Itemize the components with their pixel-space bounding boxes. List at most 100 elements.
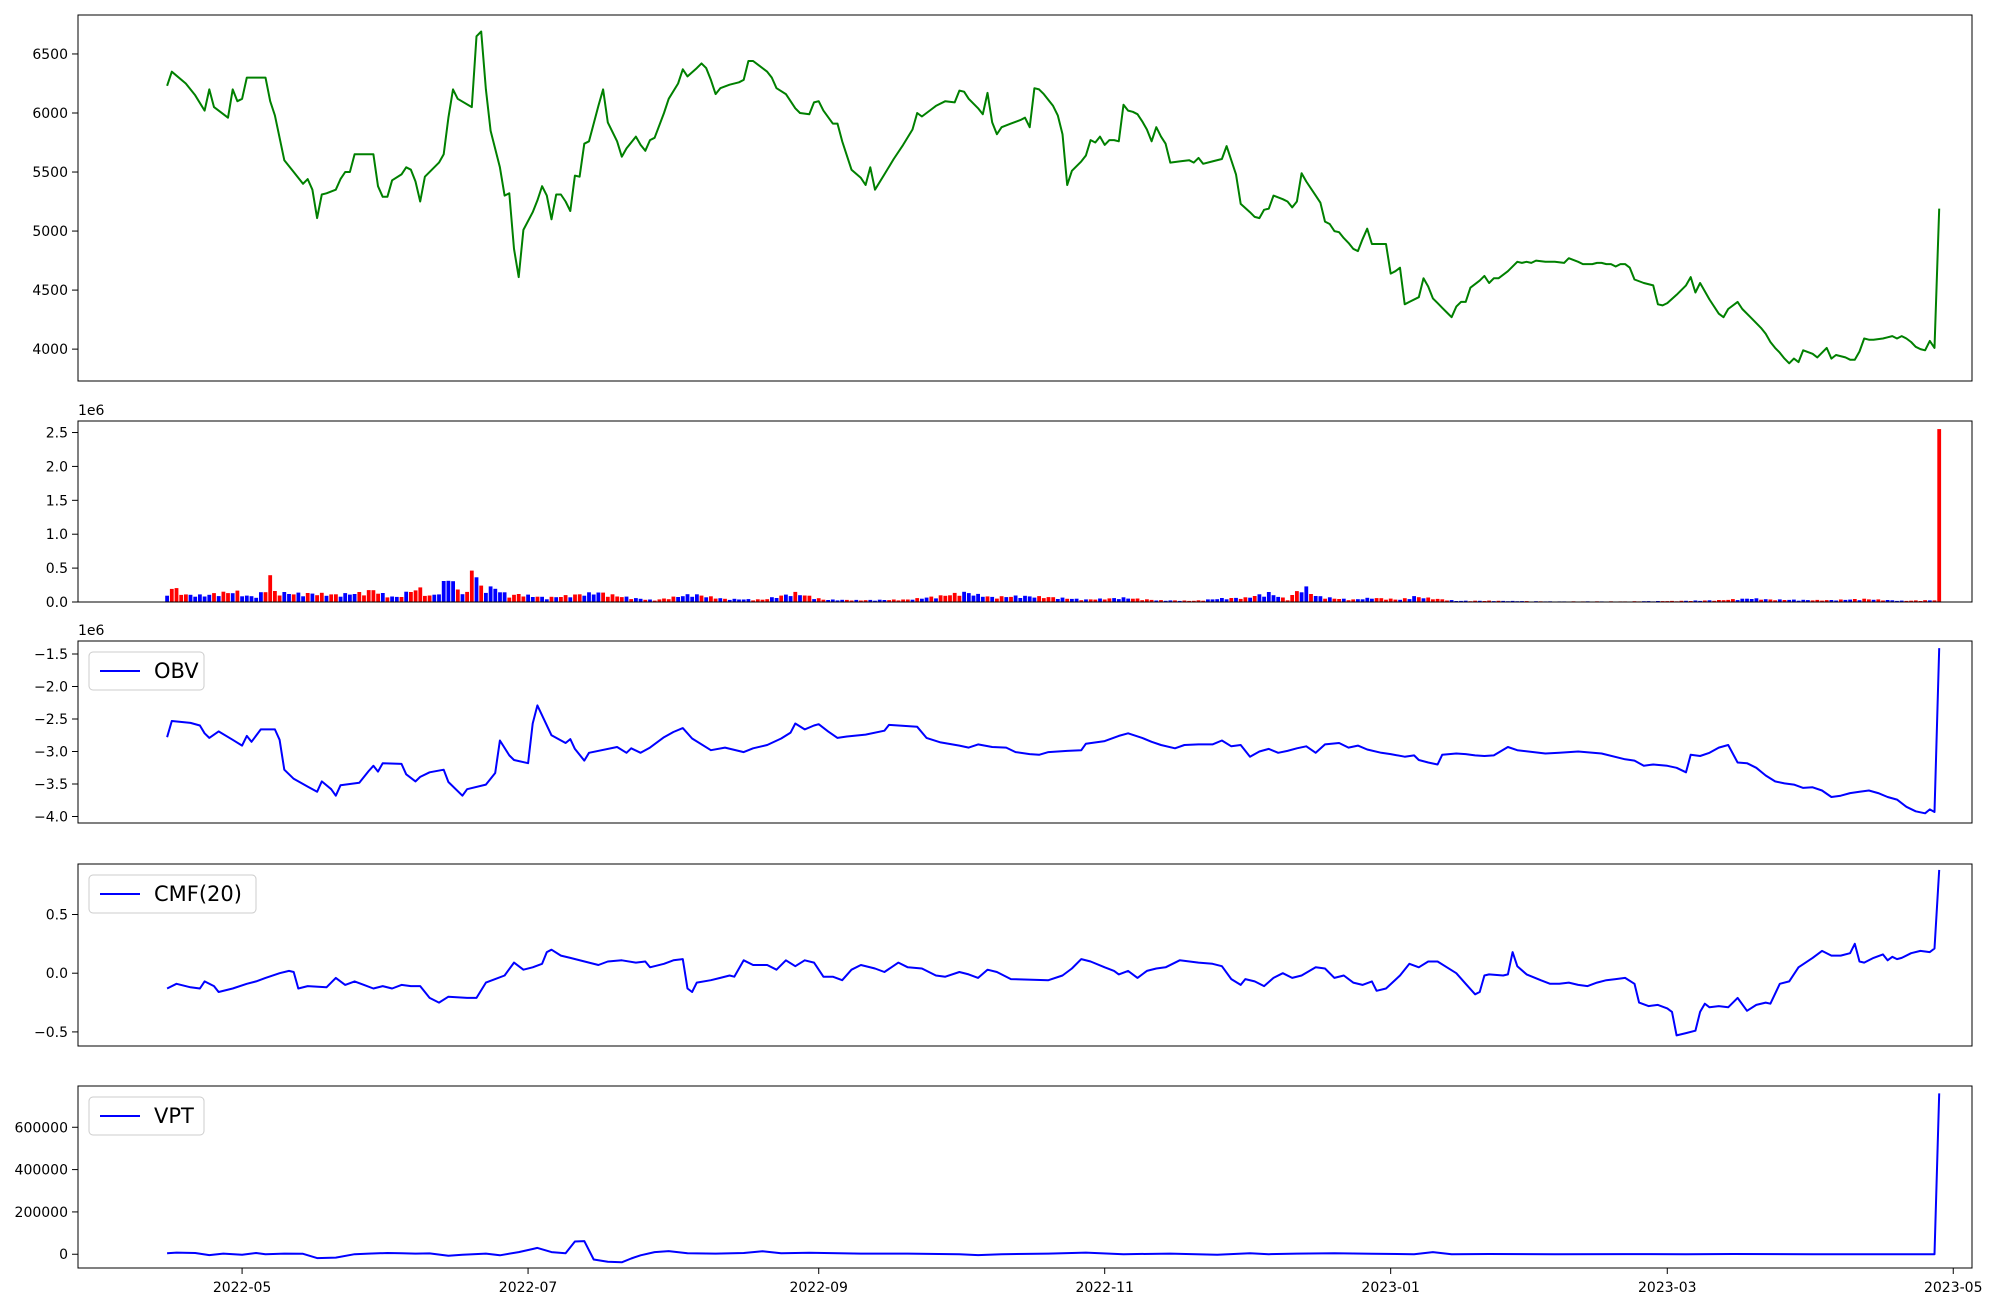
volume-bar — [929, 597, 933, 602]
x-tick-label: 2023-01 — [1361, 1280, 1420, 1296]
volume-bar — [1403, 598, 1407, 602]
volume-bar — [1295, 591, 1299, 602]
x-tick-label: 2023-03 — [1638, 1280, 1697, 1296]
volume-bar — [1018, 598, 1022, 602]
volume-bar — [1262, 597, 1266, 602]
volume-bar — [817, 598, 821, 602]
volume-bar — [592, 595, 596, 603]
x-tick-label: 2023-05 — [1924, 1280, 1983, 1296]
volume-bar — [925, 598, 929, 602]
obv-ytick-label: −2.5 — [34, 712, 68, 728]
obv-ytick-label: −3.0 — [34, 745, 68, 761]
volume-bar — [512, 595, 516, 602]
volume-bar — [437, 594, 441, 602]
volume-bar — [578, 594, 582, 602]
volume-bar — [475, 577, 479, 602]
obv-offset-label: 1e6 — [78, 623, 105, 639]
obv-ytick-label: −3.5 — [34, 777, 68, 793]
volume-bar — [292, 594, 296, 602]
volume-bar — [325, 596, 329, 602]
volume-bar — [1426, 598, 1430, 603]
volume-bar — [704, 597, 708, 602]
volume-bar — [948, 595, 952, 602]
vpt-ytick-label: 200000 — [15, 1205, 68, 1221]
volume-bar — [282, 592, 286, 602]
volume-bar — [1258, 594, 1262, 602]
volume-bar — [676, 597, 680, 602]
volume-bar — [503, 592, 507, 602]
volume-bar — [1412, 596, 1416, 602]
volume-bar — [1290, 595, 1294, 602]
volume-bar — [339, 597, 343, 602]
volume-bar — [953, 593, 957, 602]
volume-bar — [465, 592, 469, 602]
vpt-series-line — [167, 1093, 1939, 1262]
volume-bar — [962, 592, 966, 602]
volume-bar — [1365, 598, 1369, 602]
volume-bar — [362, 595, 366, 602]
volume-bar — [1253, 596, 1257, 602]
volume-bar — [386, 597, 390, 602]
volume-bar — [939, 595, 943, 602]
obv-axes-frame — [78, 641, 1972, 823]
volume-bar — [1281, 598, 1285, 603]
volume-bar — [217, 596, 221, 602]
volume-bar — [207, 595, 211, 602]
volume-ytick-label: 0.0 — [46, 595, 68, 611]
volume-bar — [1112, 598, 1116, 602]
volume-bar — [686, 594, 690, 602]
volume-bar — [236, 591, 240, 602]
volume-bar — [573, 595, 577, 603]
volume-bar — [1098, 599, 1102, 603]
volume-bar — [198, 594, 202, 602]
volume-bar — [1389, 599, 1393, 602]
price-ytick-label: 4000 — [32, 342, 68, 358]
volume-bar — [1229, 598, 1233, 602]
volume-bar — [789, 596, 793, 602]
volume-bar — [264, 592, 268, 602]
volume-bar — [1061, 598, 1065, 602]
volume-ytick-label: 2.5 — [46, 426, 68, 442]
volume-bar — [231, 593, 235, 602]
volume-bar — [554, 597, 558, 602]
vpt-legend-label: VPT — [154, 1104, 194, 1128]
obv-legend-label: OBV — [154, 659, 199, 683]
volume-bar — [343, 593, 347, 602]
volume-bar — [611, 594, 615, 602]
volume-bar — [1248, 598, 1252, 602]
volume-bar — [1136, 599, 1140, 603]
volume-ytick-label: 0.5 — [46, 561, 68, 577]
volume-bar — [484, 593, 488, 602]
volume-bar — [193, 597, 197, 602]
volume-bar — [995, 599, 999, 602]
vpt-axes-frame — [78, 1086, 1972, 1268]
volume-bar — [775, 598, 779, 602]
volume-bar — [972, 596, 976, 602]
volume-bar — [770, 597, 774, 602]
cmf-axes-frame — [78, 864, 1972, 1046]
volume-bar — [428, 596, 432, 603]
volume-bar — [301, 596, 305, 602]
volume-bar — [1000, 596, 1004, 602]
volume-bar — [718, 598, 722, 602]
volume-bar — [1272, 595, 1276, 602]
volume-bar — [540, 597, 544, 602]
volume-bar — [615, 597, 619, 603]
volume-bar — [672, 597, 676, 602]
volume-bar — [165, 596, 169, 602]
volume-bar — [793, 592, 797, 602]
x-tick-label: 2022-07 — [499, 1280, 558, 1296]
volume-bar — [1047, 597, 1051, 602]
x-tick-label: 2022-09 — [789, 1280, 848, 1296]
vpt-ytick-label: 600000 — [15, 1120, 68, 1136]
volume-bar — [1220, 598, 1224, 602]
volume-bar — [976, 594, 980, 602]
volume-bar — [414, 590, 418, 602]
volume-bar — [315, 595, 319, 602]
volume-bar — [695, 594, 699, 602]
volume-bar — [259, 592, 263, 602]
volume-bar — [958, 596, 962, 602]
